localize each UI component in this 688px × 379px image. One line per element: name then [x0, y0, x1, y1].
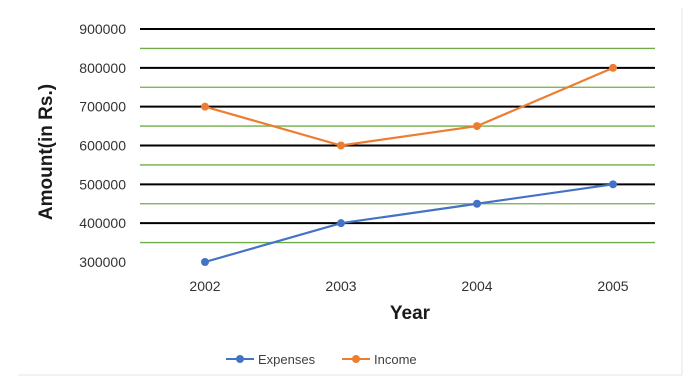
y-tick-label: 500000: [79, 176, 126, 192]
x-tick-label: 2005: [597, 278, 628, 294]
y-tick-label: 400000: [79, 215, 126, 231]
y-tick-label: 300000: [79, 254, 126, 270]
legend-expenses-marker: [236, 355, 244, 363]
data-point-income: [473, 122, 481, 130]
data-point-income: [337, 142, 345, 150]
data-point-expenses: [201, 258, 209, 266]
x-tick-label: 2002: [189, 278, 220, 294]
gridlines: [140, 29, 655, 243]
legend-income-label: Income: [374, 352, 417, 367]
y-tick-label: 700000: [79, 99, 126, 115]
data-point-expenses: [609, 180, 617, 188]
x-axis-tick-labels: 2002 2003 2004 2005: [189, 278, 628, 294]
y-tick-label: 800000: [79, 60, 126, 76]
x-tick-label: 2003: [325, 278, 356, 294]
legend: Expenses Income: [226, 352, 417, 367]
y-axis-title: Amount(in Rs.): [36, 84, 57, 220]
y-tick-label: 600000: [79, 138, 126, 154]
x-axis-title: Year: [390, 303, 431, 324]
y-tick-label: 900000: [79, 21, 126, 37]
data-point-income: [609, 64, 617, 72]
data-point-expenses: [473, 200, 481, 208]
y-axis-tick-labels: 900000 800000 700000 600000 500000 400000 3000…: [79, 21, 126, 270]
data-point-income: [201, 103, 209, 111]
data-point-expenses: [337, 219, 345, 227]
legend-expenses-label: Expenses: [258, 352, 316, 367]
legend-income-marker: [352, 355, 360, 363]
x-tick-label: 2004: [461, 278, 492, 294]
